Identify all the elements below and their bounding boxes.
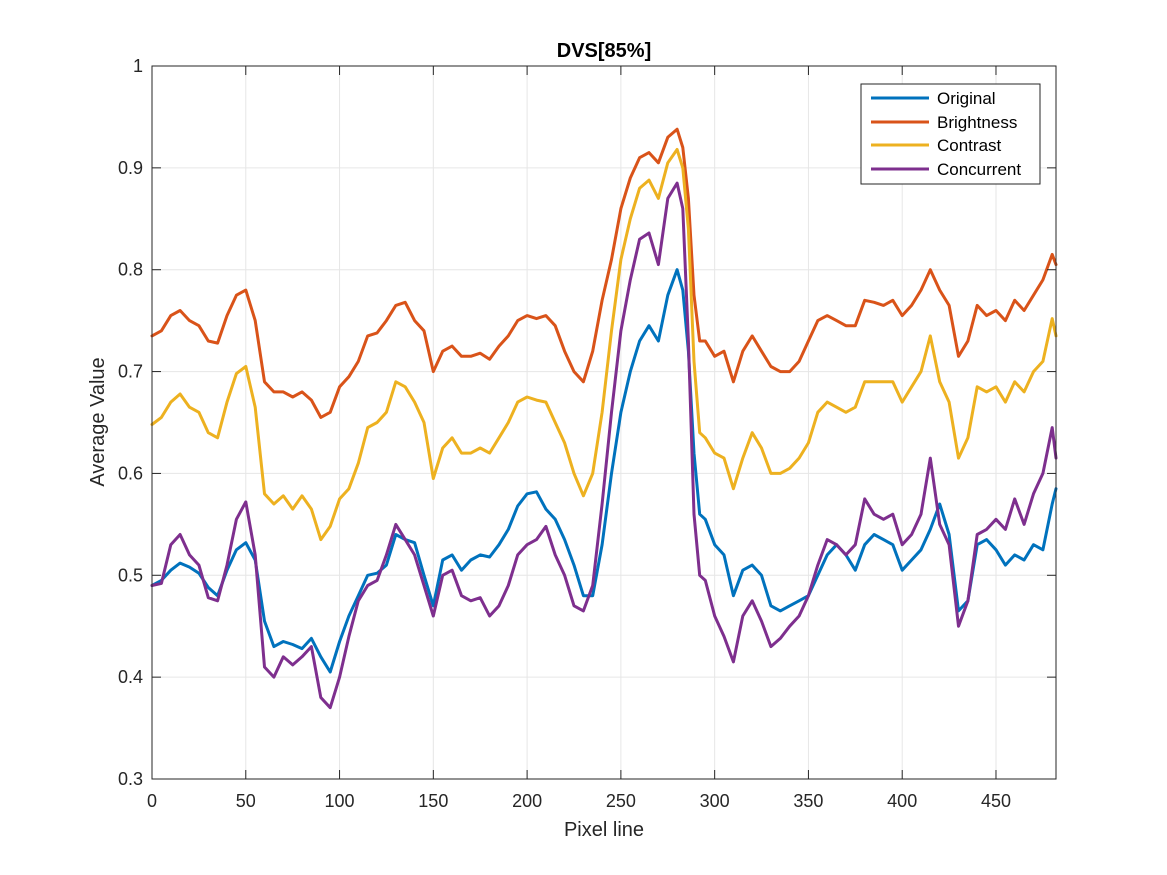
legend-label-brightness: Brightness [937,113,1017,132]
x-tick-label: 0 [147,791,157,811]
axis-ticks: 0 50 100 150 200 250 300 350 400 450 0.3 0.4 0.5 0.6 0… [118,56,1056,811]
x-tick-label: 200 [512,791,542,811]
x-tick-label: 300 [700,791,730,811]
legend-box [860,83,1041,185]
x-tick-label: 400 [887,791,917,811]
series-line-contrast [150,148,1058,542]
y-tick-label: 0.5 [118,565,143,585]
x-tick-label: 350 [793,791,823,811]
y-tick-label: 0.7 [118,362,143,382]
x-tick-label: 250 [606,791,636,811]
legend-label-concurrent: Concurrent [937,160,1021,179]
legend-label-original: Original [937,89,996,108]
chart-title: DVS[85%] [557,40,651,62]
y-tick-label: 0.3 [118,769,143,789]
x-tick-label: 450 [981,791,1011,811]
x-axis-title: Pixel line [564,819,644,841]
y-axis-title: Average Value [87,357,109,486]
x-tick-label: 100 [325,791,355,811]
y-tick-label: 0.4 [118,667,143,687]
series-line-original [150,268,1058,674]
y-tick-label: 0.8 [118,260,143,280]
series-line-concurrent [150,181,1058,710]
legend: Original Brightness Contrast Concurrent [860,83,1041,185]
series-line-brightness [150,127,1058,419]
x-tick-label: 50 [236,791,256,811]
y-tick-label: 1 [133,56,143,76]
legend-label-contrast: Contrast [937,136,1002,155]
plot-area-frame [151,65,1057,780]
y-tick-label: 0.6 [118,463,143,483]
series-lines [150,127,1058,710]
x-tick-label: 150 [418,791,448,811]
y-tick-label: 0.9 [118,158,143,178]
